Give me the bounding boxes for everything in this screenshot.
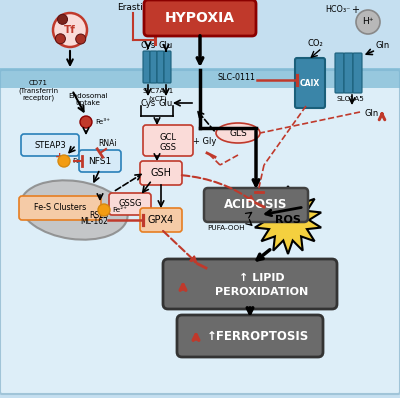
Circle shape xyxy=(58,14,68,24)
FancyBboxPatch shape xyxy=(79,150,121,172)
Text: Fe²⁺: Fe²⁺ xyxy=(112,207,127,213)
Text: GSSG: GSSG xyxy=(118,199,142,209)
Text: CD71
(Transferrin
receptor): CD71 (Transferrin receptor) xyxy=(18,80,58,101)
FancyBboxPatch shape xyxy=(109,193,151,215)
Text: H⁺: H⁺ xyxy=(362,18,374,27)
Text: Gln: Gln xyxy=(365,109,379,119)
Text: +: + xyxy=(55,152,65,162)
Polygon shape xyxy=(255,186,321,254)
FancyBboxPatch shape xyxy=(143,51,150,83)
FancyBboxPatch shape xyxy=(177,315,323,357)
Circle shape xyxy=(80,116,92,128)
Text: + Gly: + Gly xyxy=(193,137,216,146)
Text: PUFA-OH: PUFA-OH xyxy=(207,209,239,215)
FancyBboxPatch shape xyxy=(140,161,182,185)
Text: Fe²⁺: Fe²⁺ xyxy=(72,158,87,164)
Text: RSL3: RSL3 xyxy=(89,211,108,220)
Text: HCO₃⁻: HCO₃⁻ xyxy=(325,6,351,14)
Text: +: + xyxy=(351,5,359,15)
Circle shape xyxy=(58,155,70,167)
Text: CAIX: CAIX xyxy=(300,78,320,88)
FancyBboxPatch shape xyxy=(335,53,344,93)
Circle shape xyxy=(98,204,110,216)
Text: SLC7A11
(xCT): SLC7A11 (xCT) xyxy=(142,88,174,101)
Text: ACIDOSIS: ACIDOSIS xyxy=(224,199,288,211)
Text: Fe³⁺: Fe³⁺ xyxy=(95,119,110,125)
FancyBboxPatch shape xyxy=(140,208,182,232)
FancyBboxPatch shape xyxy=(157,51,164,83)
FancyBboxPatch shape xyxy=(150,51,157,83)
FancyBboxPatch shape xyxy=(0,70,400,394)
FancyBboxPatch shape xyxy=(143,125,193,156)
FancyBboxPatch shape xyxy=(353,53,362,93)
Text: Tf: Tf xyxy=(64,25,76,35)
Text: ↑ LIPID: ↑ LIPID xyxy=(239,273,285,283)
FancyBboxPatch shape xyxy=(21,134,79,156)
Text: GCL: GCL xyxy=(160,133,176,142)
FancyBboxPatch shape xyxy=(19,196,101,220)
Text: Cys: Cys xyxy=(140,41,156,51)
Text: STEAP3: STEAP3 xyxy=(34,140,66,150)
Text: Gln: Gln xyxy=(376,41,390,49)
Text: GSH: GSH xyxy=(150,168,172,178)
Text: Glu: Glu xyxy=(159,41,173,51)
Text: GLS: GLS xyxy=(229,129,247,137)
Ellipse shape xyxy=(216,123,260,143)
Text: Cys: Cys xyxy=(140,98,156,107)
Circle shape xyxy=(53,13,87,47)
FancyBboxPatch shape xyxy=(144,0,256,36)
Text: ROS: ROS xyxy=(275,215,301,225)
Text: PEROXIDATION: PEROXIDATION xyxy=(215,287,309,297)
Text: PUFA-OOH: PUFA-OOH xyxy=(207,225,245,231)
Text: HYPOXIA: HYPOXIA xyxy=(165,11,235,25)
Text: CO₂: CO₂ xyxy=(307,39,323,49)
Text: ML-162: ML-162 xyxy=(80,217,108,226)
Text: SLC1A5: SLC1A5 xyxy=(336,96,364,102)
Text: SLC-0111: SLC-0111 xyxy=(218,74,256,82)
FancyBboxPatch shape xyxy=(163,259,337,309)
Text: Erastin: Erastin xyxy=(117,4,149,12)
FancyBboxPatch shape xyxy=(344,53,353,93)
Text: NFS1: NFS1 xyxy=(88,156,112,166)
Circle shape xyxy=(76,34,86,44)
FancyBboxPatch shape xyxy=(295,58,325,108)
Text: GPX4: GPX4 xyxy=(148,215,174,225)
Text: GSS: GSS xyxy=(160,142,176,152)
Circle shape xyxy=(356,10,380,34)
Text: Endosomal
uptake: Endosomal uptake xyxy=(68,94,108,107)
FancyBboxPatch shape xyxy=(164,51,171,83)
Circle shape xyxy=(56,34,66,44)
Text: Fe-S Clusters: Fe-S Clusters xyxy=(34,203,86,213)
Text: ↑FERROPTOSIS: ↑FERROPTOSIS xyxy=(207,330,309,343)
Bar xyxy=(0,68,400,88)
Ellipse shape xyxy=(20,180,128,240)
Text: RNAi: RNAi xyxy=(99,139,117,148)
Text: Glu: Glu xyxy=(159,98,173,107)
FancyBboxPatch shape xyxy=(204,188,308,222)
